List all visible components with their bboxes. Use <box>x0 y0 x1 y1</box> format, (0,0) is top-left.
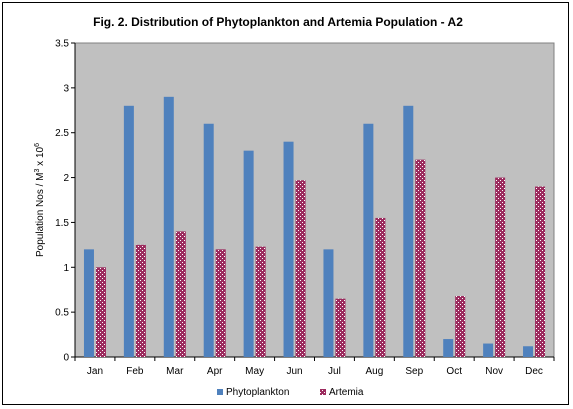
bars <box>83 96 546 357</box>
y-tick-label: 0 <box>63 353 69 364</box>
bar-artemia-sep <box>415 159 426 357</box>
bar-artemia-jun <box>295 180 306 357</box>
chart: Fig. 2. Distribution of Phytoplankton an… <box>34 15 555 398</box>
y-axis-label-mid: x 10 <box>35 146 46 168</box>
bar-phytoplankton-jul <box>323 249 334 357</box>
bar-phytoplankton-aug <box>363 123 374 357</box>
bar-phytoplankton-sep <box>403 105 414 357</box>
bar-phytoplankton-feb <box>123 105 134 357</box>
x-tick-label: Dec <box>525 366 543 377</box>
legend-swatch-artemia <box>320 389 326 395</box>
bar-phytoplankton-mar <box>163 96 174 357</box>
x-tick-label: Mar <box>166 366 184 377</box>
x-tick-label: Apr <box>207 366 223 377</box>
y-axis-label-sup2: 6 <box>34 143 41 147</box>
x-tick-label: Nov <box>485 366 503 377</box>
x-tick-label: Feb <box>126 366 144 377</box>
chart-title: Fig. 2. Distribution of Phytoplankton an… <box>93 15 463 29</box>
plot-area <box>74 42 555 358</box>
bar-phytoplankton-may <box>243 150 254 357</box>
y-tick-label: 2.5 <box>55 128 69 139</box>
bar-phytoplankton-apr <box>203 123 214 357</box>
x-tick-label: Jun <box>286 366 302 377</box>
tick-labels: 0 0.5 1 1.5 2 2.5 3 3.5 Jan Feb Mar Apr May Jun Jul Aug… <box>55 39 543 378</box>
bar-artemia-mar <box>175 231 186 357</box>
bar-artemia-nov <box>495 177 506 357</box>
legend-label-phytoplankton: Phytoplankton <box>226 387 289 398</box>
bar-phytoplankton-nov <box>483 343 494 357</box>
x-tick-label: Sep <box>405 366 423 377</box>
y-axis-label: Population Nos / M3 x 106 <box>34 143 46 257</box>
legend-swatch-phytoplankton <box>217 389 223 395</box>
bar-artemia-may <box>255 246 266 357</box>
bar-phytoplankton-dec <box>523 346 534 357</box>
x-tick-label: Oct <box>446 366 462 377</box>
y-tick-label: 3 <box>63 83 69 94</box>
chart-frame: Fig. 2. Distribution of Phytoplankton an… <box>2 2 569 405</box>
bar-artemia-aug <box>375 217 386 357</box>
x-tick-label: Aug <box>365 366 383 377</box>
y-axis-label-sup1: 3 <box>34 169 41 173</box>
legend-label-artemia: Artemia <box>329 387 364 398</box>
legend: Phytoplankton Artemia <box>217 387 364 398</box>
bar-artemia-feb <box>135 244 146 357</box>
x-tick-label: Jul <box>328 366 341 377</box>
bar-phytoplankton-jun <box>283 141 294 357</box>
y-tick-label: 1.5 <box>55 218 69 229</box>
bar-artemia-jul <box>335 298 346 357</box>
y-tick-label: 0.5 <box>55 308 69 319</box>
axes <box>71 42 555 361</box>
x-tick-label: Jan <box>87 366 103 377</box>
bar-artemia-dec <box>535 186 546 357</box>
bar-artemia-oct <box>455 295 466 357</box>
y-tick-label: 3.5 <box>55 39 69 50</box>
y-tick-label: 2 <box>63 173 69 184</box>
bar-phytoplankton-jan <box>83 249 94 357</box>
y-tick-label: 1 <box>63 263 69 274</box>
bar-artemia-jan <box>95 267 106 357</box>
x-tick-label: May <box>245 366 264 377</box>
bar-phytoplankton-oct <box>443 339 454 357</box>
bar-artemia-apr <box>215 249 226 357</box>
